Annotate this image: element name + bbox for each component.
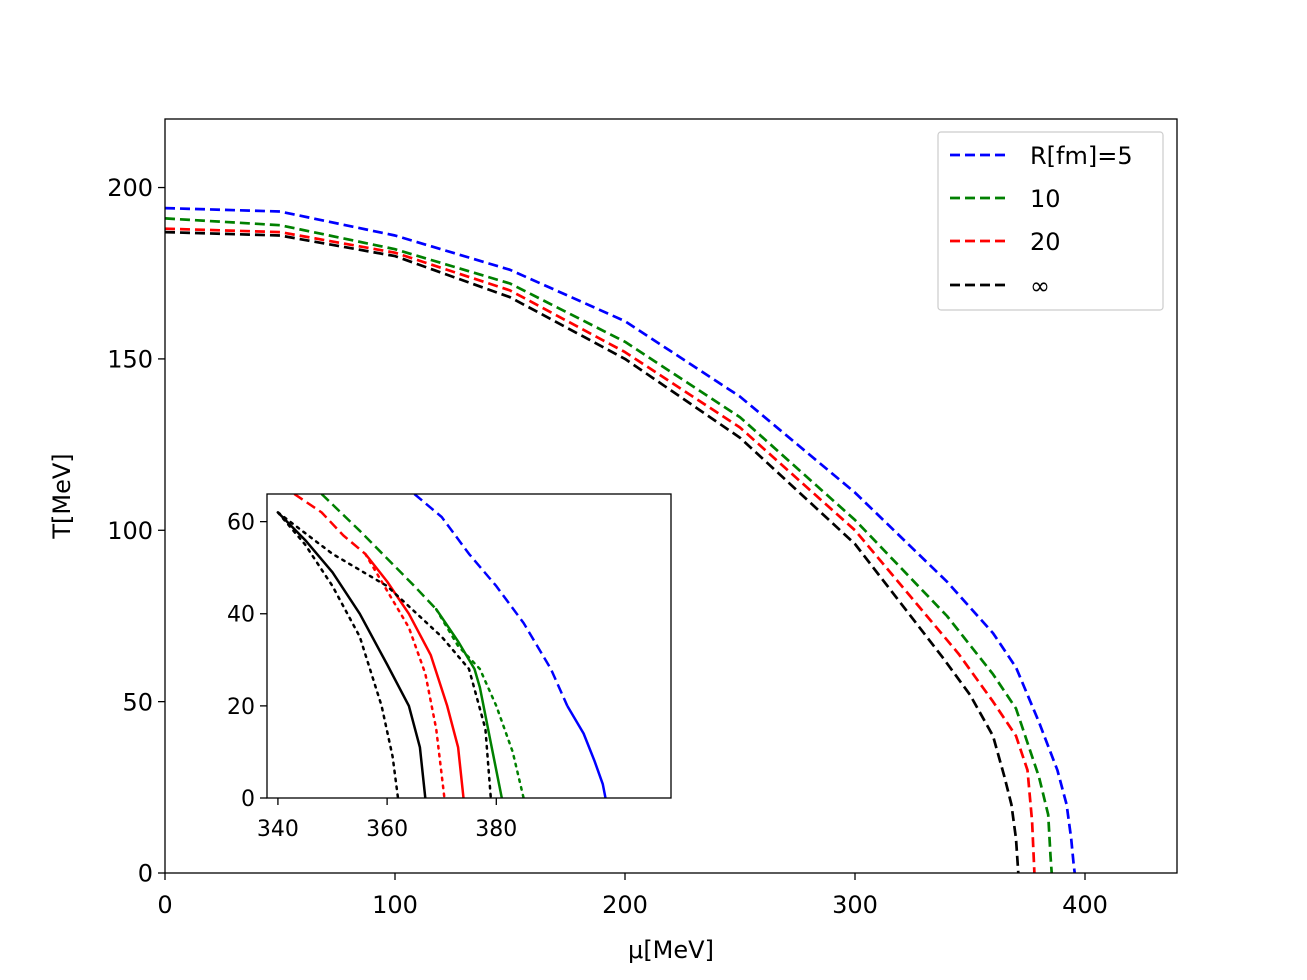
main-x-tick-label: 400 bbox=[1062, 891, 1108, 919]
legend-entry-r5: R[fm]=5 bbox=[950, 142, 1133, 170]
inset-series-line-2 bbox=[320, 494, 438, 611]
inset-series-line-7 bbox=[364, 552, 446, 798]
inset-y-tick-label: 0 bbox=[241, 787, 255, 812]
main-y-tick-label: 50 bbox=[122, 688, 153, 716]
main-series-line-0 bbox=[165, 206, 1077, 873]
main-series-line-2 bbox=[165, 227, 1036, 873]
main-x-tick-label: 300 bbox=[832, 891, 878, 919]
inset-series-line-1 bbox=[566, 705, 607, 798]
inset-y-tick-label: 20 bbox=[227, 695, 255, 720]
inset-x-ticks: 340 360 380 bbox=[257, 798, 517, 842]
main-series-line-1 bbox=[165, 217, 1054, 873]
inset-series-line-4 bbox=[434, 607, 525, 798]
legend-label-10: 10 bbox=[1030, 185, 1061, 213]
inset-axes: 340 360 380 0 20 40 60 bbox=[227, 493, 672, 842]
legend-label-20: 20 bbox=[1030, 228, 1061, 256]
inset-y-tick-label: 40 bbox=[227, 603, 255, 628]
x-axis-label: μ[MeV] bbox=[628, 936, 714, 964]
main-x-tick-label: 100 bbox=[372, 891, 418, 919]
inset-x-tick-label: 360 bbox=[366, 817, 408, 842]
inset-series-line-6 bbox=[364, 553, 465, 798]
main-y-tick-label: 0 bbox=[138, 860, 153, 888]
main-series-line-3 bbox=[165, 230, 1020, 873]
inset-axes-frame bbox=[266, 493, 672, 799]
main-x-tick-label: 200 bbox=[602, 891, 648, 919]
inset-series-line-10 bbox=[276, 511, 493, 798]
inset-series-line-9 bbox=[276, 511, 400, 798]
main-y-tick-label: 100 bbox=[107, 517, 153, 545]
legend-label-r5: R[fm]=5 bbox=[1030, 142, 1133, 170]
main-x-tick-label: 0 bbox=[157, 891, 172, 919]
inset-background bbox=[267, 494, 671, 798]
y-axis-label: T[MeV] bbox=[48, 453, 76, 539]
main-axes-frame bbox=[164, 118, 1178, 874]
inset-y-tick-label: 60 bbox=[227, 511, 255, 536]
inset-series-line-3 bbox=[435, 608, 504, 798]
inset-x-tick-label: 380 bbox=[475, 817, 517, 842]
main-y-tick-label: 150 bbox=[107, 346, 153, 374]
legend-entry-10: 10 bbox=[950, 185, 1061, 213]
main-y-tick-label: 200 bbox=[107, 174, 153, 202]
legend-entry-infinity: ∞ bbox=[950, 272, 1050, 300]
inset-series-line-8 bbox=[277, 511, 427, 798]
inset-series-line-5 bbox=[293, 494, 367, 555]
inset-series-line-0 bbox=[413, 494, 569, 707]
legend-label-infinity: ∞ bbox=[1030, 272, 1050, 300]
main-x-ticks: 0 100 200 300 400 bbox=[157, 873, 1108, 919]
inset-x-tick-label: 340 bbox=[257, 817, 299, 842]
legend-entry-20: 20 bbox=[950, 228, 1061, 256]
main-plot-lines bbox=[165, 206, 1077, 873]
main-y-ticks: 0 50 100 150 200 bbox=[107, 174, 165, 888]
legend: R[fm]=5 10 20 ∞ bbox=[937, 131, 1164, 311]
inset-plot-lines bbox=[276, 494, 607, 798]
inset-y-ticks: 0 20 40 60 bbox=[227, 511, 267, 812]
legend-frame bbox=[937, 131, 1164, 311]
